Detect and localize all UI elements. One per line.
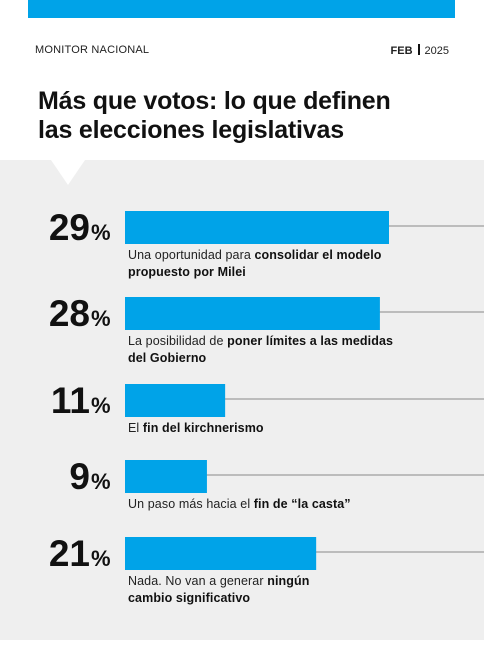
page-title-line-1: Más que votos: lo que definen xyxy=(38,87,391,115)
date-month: FEB xyxy=(390,45,413,57)
page-title-line-2: las elecciones legislativas xyxy=(38,116,344,144)
percent-sign: % xyxy=(91,546,111,571)
category-label: Una oportunidad para consolidar el model… xyxy=(128,248,382,279)
bar xyxy=(125,297,380,330)
page-title: Más que votos: lo que definen las elecci… xyxy=(38,87,458,145)
category-label: Un paso más hacia el fin de “la casta” xyxy=(128,497,351,511)
percent-sign: % xyxy=(91,220,111,245)
value-label: 21 xyxy=(49,533,90,574)
percent-sign: % xyxy=(91,306,111,331)
value-label: 9 xyxy=(69,456,90,497)
bar xyxy=(125,460,207,493)
source-label: MONITOR NACIONAL xyxy=(35,44,150,56)
category-label: Nada. No van a generar ningún cambio sign… xyxy=(128,574,310,605)
header-row: MONITOR NACIONAL FEB 2025 xyxy=(35,44,449,60)
bar xyxy=(125,537,317,570)
date-year: 2025 xyxy=(424,45,449,57)
bar xyxy=(125,211,389,244)
category-label: La posibilidad de poner límites a las me… xyxy=(128,334,394,365)
date-label: FEB 2025 xyxy=(391,44,449,57)
value-label: 11 xyxy=(51,380,90,421)
bar xyxy=(125,384,226,417)
percent-sign: % xyxy=(91,393,111,418)
value-label: 29 xyxy=(49,207,90,248)
value-label: 28 xyxy=(49,293,90,334)
percent-sign: % xyxy=(91,469,111,494)
date-separator xyxy=(417,44,420,55)
panel-notch xyxy=(51,160,85,185)
top-accent-bar xyxy=(28,0,455,18)
category-label: El fin del kirchnerismo xyxy=(128,421,264,435)
